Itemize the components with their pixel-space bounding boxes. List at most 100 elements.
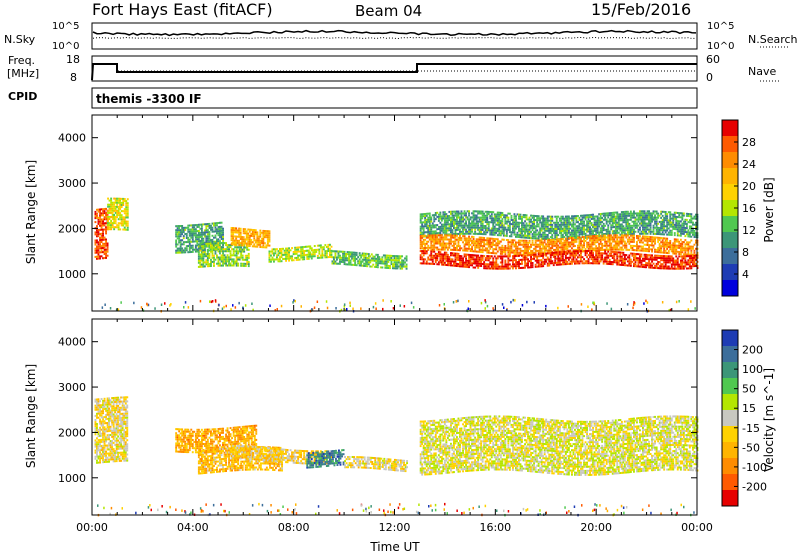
data-cell (232, 237, 234, 239)
data-cell (113, 204, 115, 206)
data-cell (458, 215, 460, 217)
data-cell (119, 212, 121, 214)
data-cell (344, 251, 346, 253)
data-cell (592, 232, 594, 234)
data-cell (610, 228, 612, 230)
data-cell (121, 214, 123, 216)
data-cell (683, 213, 685, 215)
data-cell (495, 246, 497, 248)
data-cell (455, 231, 457, 233)
data-cell (601, 221, 603, 223)
data-cell (488, 227, 490, 229)
data-cell (613, 214, 615, 216)
noise-right-label: N.Search (748, 33, 798, 46)
data-cell (509, 229, 511, 231)
data-cell (471, 229, 473, 231)
data-cell (233, 252, 235, 254)
data-cell (562, 234, 564, 236)
data-cell (628, 237, 630, 239)
data-cell (95, 211, 97, 213)
data-cell (494, 240, 496, 242)
data-cell (127, 227, 129, 229)
data-cell (406, 260, 408, 262)
data-cell (486, 231, 488, 233)
data-cell (198, 238, 200, 240)
data-cell (562, 255, 564, 257)
data-cell (198, 252, 200, 254)
data-cell (580, 242, 582, 244)
data-cell (219, 240, 221, 242)
data-cell (491, 213, 493, 215)
data-cell (281, 260, 283, 262)
data-cell (406, 264, 408, 266)
nave-tick-top: 60 (706, 53, 720, 66)
data-cell (632, 247, 634, 249)
data-cell (397, 267, 399, 269)
data-cell (482, 221, 484, 223)
data-cell (542, 244, 544, 246)
data-cell (651, 221, 653, 223)
data-cell (368, 253, 370, 255)
data-cell (125, 200, 127, 202)
data-cell (616, 212, 618, 214)
data-cell (512, 241, 514, 243)
data-cell (189, 249, 191, 251)
data-cell (308, 250, 310, 252)
data-cell (495, 232, 497, 234)
data-cell (618, 245, 620, 247)
data-cell (124, 218, 126, 220)
data-cell (616, 230, 618, 232)
data-cell (583, 227, 585, 229)
data-cell (219, 263, 221, 265)
data-cell (210, 259, 212, 261)
data-cell (406, 266, 408, 268)
data-cell (507, 239, 509, 241)
data-cell (684, 239, 686, 241)
data-cell (538, 262, 540, 264)
data-cell (452, 258, 454, 260)
data-cell (684, 229, 686, 231)
data-cell (636, 223, 638, 225)
data-cell (556, 232, 558, 234)
data-cell (556, 230, 558, 232)
data-cell (591, 246, 593, 248)
data-cell (354, 256, 356, 258)
data-cell (597, 215, 599, 217)
data-cell (115, 218, 117, 220)
data-cell (527, 258, 529, 260)
data-cell (336, 259, 338, 261)
data-cell (654, 241, 656, 243)
power-cells (95, 198, 699, 313)
data-cell (690, 250, 692, 252)
data-cell (681, 251, 683, 253)
data-cell (674, 242, 676, 244)
data-cell (98, 254, 100, 256)
data-cell (530, 256, 532, 258)
data-cell (464, 210, 466, 212)
data-cell (269, 245, 271, 247)
data-cell (680, 220, 682, 222)
data-cell (253, 235, 255, 237)
data-cell (250, 243, 252, 245)
data-cell (498, 243, 500, 245)
data-cell (236, 254, 238, 256)
data-cell (124, 198, 126, 200)
data-cell (503, 224, 505, 226)
data-cell (96, 225, 98, 227)
data-cell (285, 260, 287, 262)
data-cell (288, 260, 290, 262)
data-cell (507, 261, 509, 263)
data-cell (532, 240, 534, 242)
data-cell (663, 248, 665, 250)
data-cell (105, 253, 107, 255)
data-cell (212, 243, 214, 245)
data-cell (603, 227, 605, 229)
freq-tick-bottom: 8 (70, 71, 77, 84)
noise-traces (93, 31, 696, 39)
data-cell (548, 245, 550, 247)
data-cell (504, 218, 506, 220)
data-cell (462, 241, 464, 243)
data-cell (657, 223, 659, 225)
data-cell (423, 241, 425, 243)
